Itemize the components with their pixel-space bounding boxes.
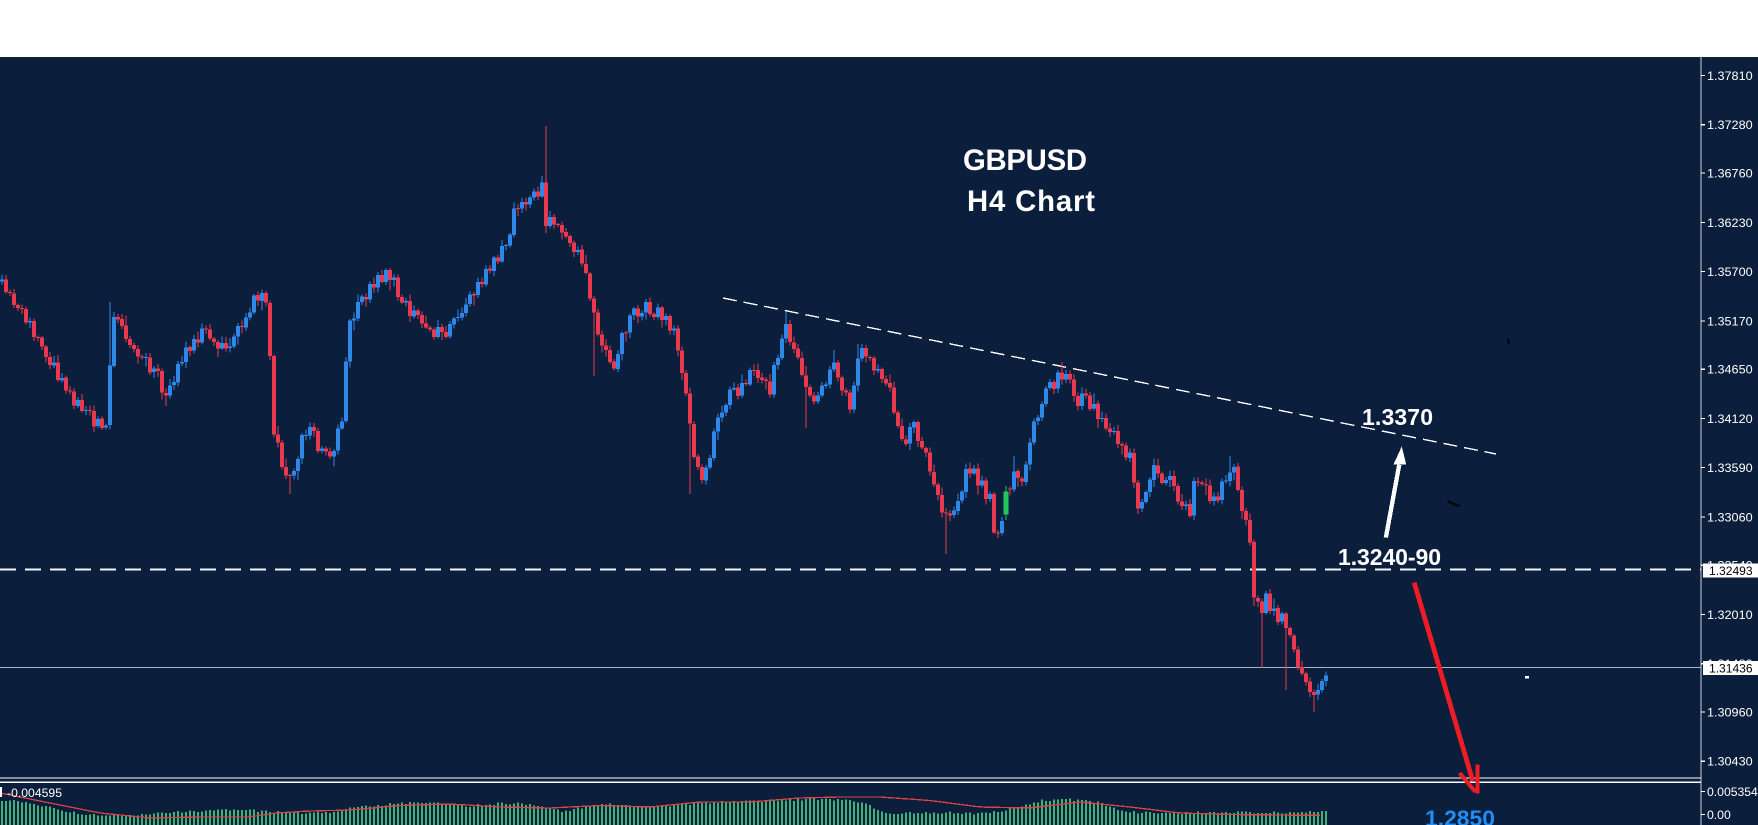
svg-text:1.37810: 1.37810 [1707, 69, 1753, 83]
svg-text:1.36760: 1.36760 [1707, 167, 1753, 181]
svg-text:1.33590: 1.33590 [1707, 461, 1753, 475]
svg-text:1.30960: 1.30960 [1707, 705, 1753, 719]
svg-text:1.31436: 1.31436 [1709, 662, 1753, 676]
svg-text:H4 Chart: H4 Chart [967, 185, 1095, 218]
svg-text:1.32493: 1.32493 [1709, 564, 1753, 578]
svg-text:1.3240-90: 1.3240-90 [1338, 544, 1441, 570]
svg-text:GBPUSD: GBPUSD [963, 144, 1087, 177]
svg-text:1.33060: 1.33060 [1707, 510, 1753, 524]
svg-text:-0.004595: -0.004595 [7, 786, 62, 800]
svg-text:1.35700: 1.35700 [1707, 265, 1753, 279]
svg-text:1.2850: 1.2850 [1425, 806, 1495, 825]
svg-text:1.30430: 1.30430 [1707, 755, 1753, 769]
svg-text:1.34120: 1.34120 [1707, 412, 1753, 426]
svg-text:1.35170: 1.35170 [1707, 314, 1753, 328]
svg-text:0.00: 0.00 [1707, 808, 1731, 822]
svg-text:1.32010: 1.32010 [1707, 608, 1753, 622]
svg-text:1.3370: 1.3370 [1362, 404, 1433, 430]
svg-text:0.005354: 0.005354 [1707, 785, 1758, 799]
svg-text:1.36230: 1.36230 [1707, 216, 1753, 230]
svg-text:1.34650: 1.34650 [1707, 363, 1753, 377]
svg-text:1.37280: 1.37280 [1707, 118, 1753, 132]
